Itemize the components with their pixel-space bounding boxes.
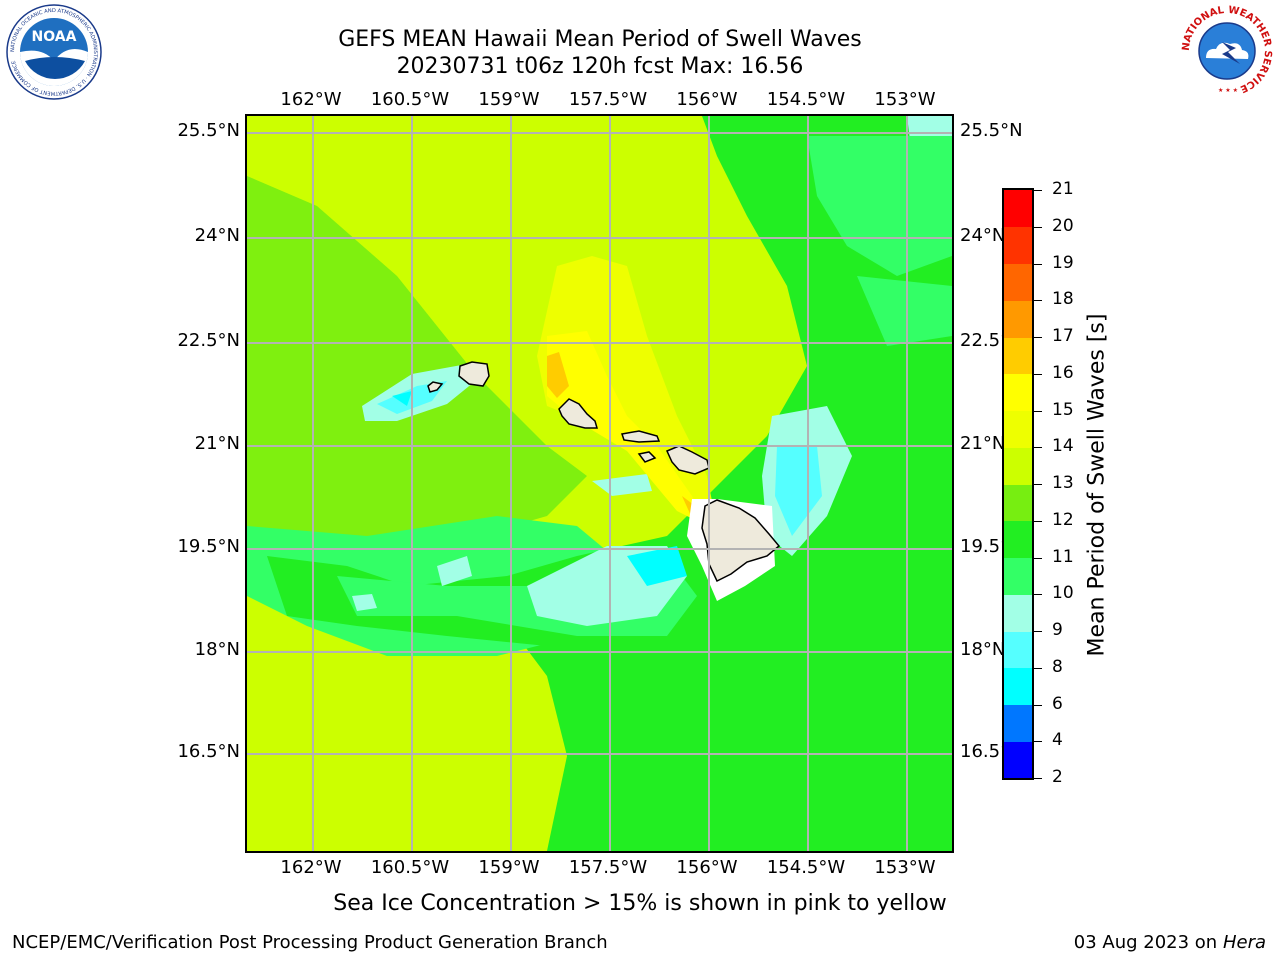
colorbar-tick-label: 18 (1052, 289, 1074, 310)
colorbar-segment (1004, 520, 1032, 558)
lon-label-top: 153°W (874, 89, 936, 110)
colorbar-tick (1034, 190, 1042, 191)
lat-label-left: 18°N (194, 639, 240, 660)
colorbar-tick-label: 11 (1052, 546, 1074, 567)
footnote: Sea Ice Concentration > 15% is shown in … (333, 891, 947, 916)
lat-label-left: 16.5°N (177, 741, 240, 762)
lat-label-right: 21°N (960, 433, 1006, 454)
svg-text:★ ★ ★: ★ ★ ★ (1218, 87, 1238, 94)
lon-label-bottom: 159°W (478, 857, 540, 878)
map-subtitle: 20230731 t06z 120h fcst Max: 16.56 (396, 54, 804, 79)
colorbar (1002, 188, 1034, 780)
lon-label-top: 159°W (478, 89, 540, 110)
colorbar-segment (1004, 373, 1032, 411)
lon-label-top: 157.5°W (568, 89, 648, 110)
colorbar-tick-label: 15 (1052, 399, 1074, 420)
colorbar-title: Mean Period of Swell Waves [s] (1084, 313, 1110, 657)
lat-label-right: 25.5°N (960, 120, 1023, 141)
colorbar-segment (1004, 704, 1032, 742)
colorbar-segment (1004, 410, 1032, 448)
colorbar-tick (1034, 594, 1042, 596)
lat-label-left: 25.5°N (177, 120, 240, 141)
lon-label-bottom: 154.5°W (766, 857, 846, 878)
swell-period-map (245, 114, 954, 853)
colorbar-tick-label: 20 (1052, 215, 1074, 236)
colorbar-tick (1034, 263, 1042, 265)
colorbar-tick (1034, 631, 1042, 632)
colorbar-tick (1034, 373, 1042, 375)
colorbar-segment (1004, 337, 1032, 375)
colorbar-tick (1034, 667, 1042, 669)
colorbar-tick (1034, 778, 1042, 779)
lat-label-left: 21°N (194, 433, 240, 454)
colorbar-tick-label: 14 (1052, 436, 1074, 457)
colorbar-tick (1034, 226, 1042, 228)
colorbar-tick-label: 19 (1052, 252, 1074, 273)
colorbar-tick (1034, 741, 1042, 743)
colorbar-tick-label: 12 (1052, 509, 1074, 530)
colorbar-tick-label: 8 (1052, 656, 1063, 677)
lon-label-bottom: 157.5°W (568, 857, 648, 878)
colorbar-segment (1004, 190, 1032, 228)
colorbar-tick-label: 21 (1052, 179, 1074, 199)
lon-label-top: 162°W (280, 89, 342, 110)
credit-text: NCEP/EMC/Verification Post Processing Pr… (12, 932, 608, 953)
colorbar-segment (1004, 741, 1032, 778)
colorbar-tick-label: 4 (1052, 730, 1063, 751)
colorbar-tick (1034, 704, 1042, 706)
colorbar-tick (1034, 520, 1042, 522)
lon-label-bottom: 153°W (874, 857, 936, 878)
colorbar-tick (1034, 447, 1042, 449)
colorbar-segment (1004, 667, 1032, 705)
lat-label-left: 19.5°N (177, 536, 240, 557)
lat-label-right: 18°N (960, 639, 1006, 660)
run-date-text: 03 Aug 2023 on (1073, 932, 1218, 953)
lat-label-right: 24°N (960, 225, 1006, 246)
lon-label-bottom: 162°W (280, 857, 342, 878)
noaa-logo-text: NOAA (32, 29, 77, 45)
colorbar-tick (1034, 337, 1042, 338)
colorbar-segment (1004, 300, 1032, 338)
noaa-logo: NATIONAL OCEANIC AND ATMOSPHERIC ADMINIS… (6, 4, 102, 100)
colorbar-segment (1004, 484, 1032, 522)
colorbar-segment (1004, 631, 1032, 669)
lon-label-bottom: 156°W (676, 857, 738, 878)
colorbar-tick-label: 6 (1052, 693, 1063, 714)
colorbar-tick-label: 2 (1052, 767, 1063, 787)
colorbar-segment (1004, 226, 1032, 264)
colorbar-tick (1034, 410, 1042, 412)
lon-label-top: 156°W (676, 89, 738, 110)
colorbar-tick (1034, 557, 1042, 559)
run-host: Hera (1222, 932, 1266, 953)
colorbar-tick-label: 16 (1052, 362, 1074, 383)
colorbar-segment (1004, 263, 1032, 301)
colorbar-tick-label: 10 (1052, 583, 1074, 604)
colorbar-tick-label: 13 (1052, 473, 1074, 493)
colorbar-segment (1004, 594, 1032, 632)
map-title: GEFS MEAN Hawaii Mean Period of Swell Wa… (338, 27, 862, 52)
nws-logo: NATIONAL WEATHER SERVICE ★ ★ ★ (1180, 4, 1274, 98)
colorbar-tick (1034, 484, 1042, 485)
colorbar-tick (1034, 300, 1042, 302)
lat-label-left: 24°N (194, 225, 240, 246)
lat-label-left: 22.5°N (177, 330, 240, 351)
colorbar-tick-label: 17 (1052, 326, 1074, 346)
lon-label-top: 160.5°W (370, 89, 450, 110)
run-date: 03 Aug 2023 on Hera (1074, 932, 1266, 953)
colorbar-tick-label: 9 (1052, 620, 1063, 640)
colorbar-segment (1004, 447, 1032, 485)
lon-label-bottom: 160.5°W (370, 857, 450, 878)
lon-label-top: 154.5°W (766, 89, 846, 110)
colorbar-segment (1004, 557, 1032, 595)
